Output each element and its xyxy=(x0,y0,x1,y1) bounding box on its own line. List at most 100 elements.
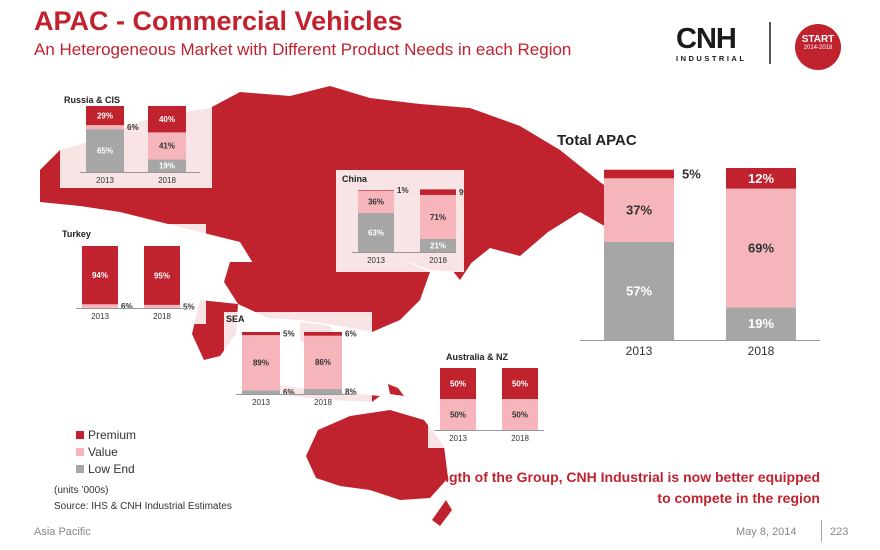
legend-label-low-end: Low End xyxy=(88,461,135,476)
chart-total-apac: 57% 37% 5% 2013 19% 69% 12% 2018 xyxy=(580,167,820,358)
bar-value-2013 xyxy=(242,335,280,391)
tagline: With the strength of the Group, CNH Indu… xyxy=(300,467,820,509)
category-label-2018: 2018 xyxy=(153,312,171,321)
map-australia xyxy=(306,410,448,500)
badge-line2: 2014-2018 xyxy=(803,45,833,51)
data-label-low-end-2018: 19% xyxy=(748,316,774,331)
bar-premium-2013 xyxy=(86,106,124,126)
bar-premium-2018 xyxy=(304,332,342,336)
data-label-value-2018: 50% xyxy=(512,410,528,419)
chart-turkey: 6% 94% 2013 5% 95% 2018 xyxy=(76,246,195,321)
bar-low-end-2018 xyxy=(726,307,796,340)
bar-value-2018 xyxy=(148,132,186,160)
source-note: Source: IHS & CNH Industrial Estimates xyxy=(54,501,232,512)
legend: Premium Value Low End xyxy=(76,426,136,477)
data-label-value-2013: 50% xyxy=(450,410,466,419)
data-label-value-2013: 6% xyxy=(127,123,139,132)
data-label-premium-2013: 50% xyxy=(450,379,466,388)
bar-premium-2013 xyxy=(358,190,394,191)
cnh-industrial-logo: CNH INDUSTRIAL xyxy=(676,24,766,64)
chart-sea: 6% 89% 5% 2013 8% 86% 6% 2018 xyxy=(236,329,357,407)
map-new-zealand xyxy=(432,500,452,526)
bar-value-2018 xyxy=(304,335,342,390)
region-box-russia: Russia & CIS 65% 6% 29% 2013 19% 41% 40% 2018 xyxy=(60,92,212,188)
chart-australia: 50% 50% 2013 50% 50% 2018 xyxy=(434,368,544,443)
category-label-2013: 2013 xyxy=(626,344,653,358)
bar-value-2013 xyxy=(82,304,118,308)
chart-russia: 65% 6% 29% 2013 19% 41% 40% 2018 xyxy=(80,106,200,185)
bar-premium-2018 xyxy=(148,106,186,133)
category-label-2018: 2018 xyxy=(314,398,332,407)
bar-premium-2013 xyxy=(440,368,476,399)
data-label-low-end-2013: 6% xyxy=(283,388,295,397)
bar-premium-2018 xyxy=(144,246,180,305)
page-subtitle: An Heterogeneous Market with Different P… xyxy=(34,40,572,59)
total-apac-title: Total APAC xyxy=(557,132,637,149)
footer-divider xyxy=(821,520,822,542)
data-label-premium-2013: 1% xyxy=(397,186,409,195)
bar-premium-2018 xyxy=(420,189,456,195)
bar-value-2013 xyxy=(358,190,394,213)
region-box-australia: Australia & NZ 50% 50% 2013 50% 50% 2018 xyxy=(428,348,554,448)
region-title-australia: Australia & NZ xyxy=(446,352,509,362)
data-label-premium-2013: 94% xyxy=(92,271,108,280)
data-label-value-2018: 5% xyxy=(183,302,195,311)
bar-low-end-2013 xyxy=(358,212,394,252)
data-label-value-2018: 69% xyxy=(748,241,774,256)
logo-sub: INDUSTRIAL xyxy=(676,54,747,63)
bar-low-end-2013 xyxy=(86,129,124,172)
bar-low-end-2018 xyxy=(304,389,342,394)
badge-line1: START xyxy=(801,34,835,45)
bar-premium-2018 xyxy=(502,368,538,399)
bar-low-end-2018 xyxy=(420,238,456,252)
data-label-premium-2013: 5% xyxy=(283,329,295,338)
region-title-turkey: Turkey xyxy=(62,229,91,239)
bar-value-2018 xyxy=(144,304,180,308)
legend-item-premium: Premium xyxy=(76,426,136,443)
footer-page-number: 223 xyxy=(830,526,849,538)
legend-swatch-value xyxy=(76,447,84,456)
data-label-value-2013: 37% xyxy=(626,203,652,218)
bar-premium-2013 xyxy=(604,169,674,179)
bar-value-2013 xyxy=(86,125,124,130)
bar-low-end-2018 xyxy=(148,159,186,172)
region-box-sea: SEA 6% 89% 5% 2013 8% 86% 6% 2018 xyxy=(224,312,372,412)
bar-premium-2013 xyxy=(82,246,118,305)
legend-item-value: Value xyxy=(76,443,136,460)
region-title-sea: SEA xyxy=(226,314,245,324)
bar-low-end-2013 xyxy=(242,390,280,394)
bar-value-2018 xyxy=(502,399,538,430)
data-label-premium-2018: 6% xyxy=(345,330,357,339)
chart-china: 63% 36% 1% 2013 21% 71% 9% 2018 xyxy=(352,186,464,265)
data-label-value-2018: 71% xyxy=(430,213,446,222)
bar-premium-2018 xyxy=(726,168,796,189)
region-title-china: China xyxy=(342,174,368,184)
bar-premium-2013 xyxy=(242,332,280,336)
data-label-value-2013: 6% xyxy=(121,302,133,311)
data-label-value-2018: 41% xyxy=(159,142,175,151)
page-title: APAC - Commercial Vehicles xyxy=(34,6,403,36)
data-label-low-end-2018: 8% xyxy=(345,387,357,396)
category-label-2013: 2013 xyxy=(252,398,270,407)
logo-word: CNH xyxy=(676,23,737,55)
data-label-low-end-2018: 21% xyxy=(430,241,446,250)
start-badge: START 2014-2018 xyxy=(795,24,841,70)
data-label-low-end-2013: 57% xyxy=(626,284,652,299)
data-label-premium-2018: 95% xyxy=(154,271,170,280)
map-kamchatka xyxy=(556,170,574,220)
legend-item-low-end: Low End xyxy=(76,460,136,477)
data-label-value-2013: 89% xyxy=(253,358,269,367)
map-philippines xyxy=(388,384,404,396)
category-label-2018: 2018 xyxy=(511,434,529,443)
data-label-value-2018: 86% xyxy=(315,358,331,367)
footer-date: May 8, 2014 xyxy=(736,526,797,538)
tagline-line1: With the strength of the Group, CNH Indu… xyxy=(355,469,820,485)
legend-swatch-premium xyxy=(76,430,84,439)
data-label-premium-2018: 40% xyxy=(159,115,175,124)
data-label-premium-2018: 50% xyxy=(512,379,528,388)
category-label-2018: 2018 xyxy=(429,256,447,265)
units-note: (units ’000s) xyxy=(54,485,109,496)
category-label-2018: 2018 xyxy=(158,176,176,185)
data-label-premium-2018: 9% xyxy=(459,188,464,197)
tagline-line2: to compete in the region xyxy=(657,490,820,506)
